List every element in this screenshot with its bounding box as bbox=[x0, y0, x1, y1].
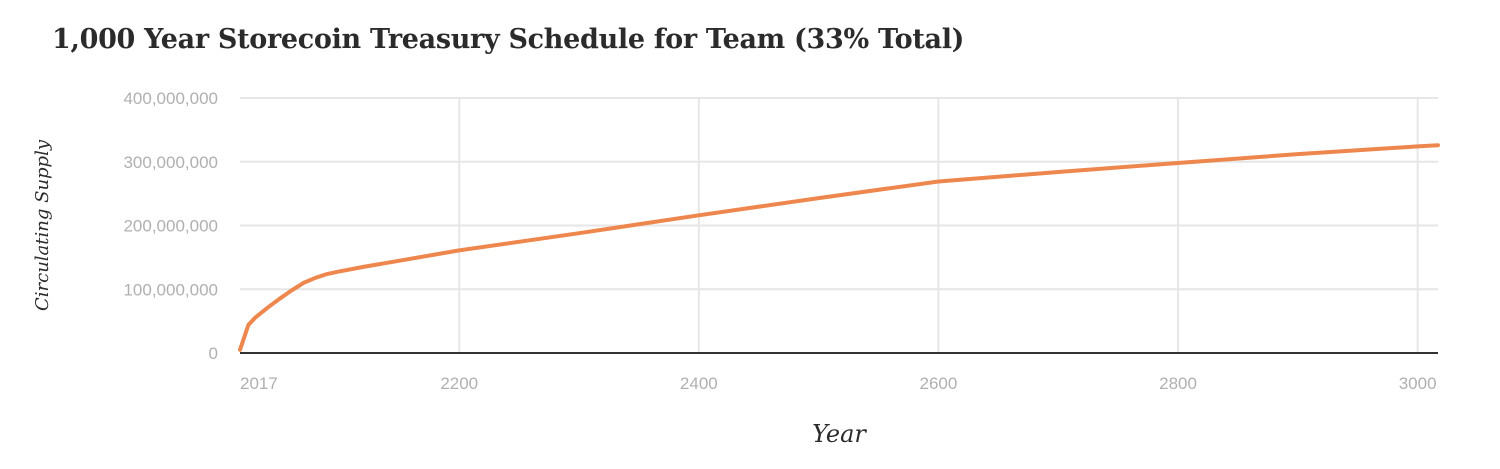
y-axis-title: Circulating Supply bbox=[32, 139, 53, 311]
x-tick-label: 2017 bbox=[240, 374, 278, 393]
x-axis-title: Year bbox=[812, 420, 867, 448]
y-tick-label: 0 bbox=[209, 344, 218, 363]
y-axis-ticks: 0 100,000,000 200,000,000 300,000,000 400,00… bbox=[123, 89, 218, 363]
grid bbox=[240, 97, 1438, 353]
y-tick-label: 300,000,000 bbox=[123, 153, 218, 172]
y-tick-label: 200,000,000 bbox=[123, 217, 218, 236]
series-line bbox=[238, 143, 1440, 352]
x-tick-label: 2600 bbox=[920, 374, 958, 393]
y-tick-label: 100,000,000 bbox=[123, 280, 218, 299]
x-tick-label: 2400 bbox=[680, 374, 718, 393]
series bbox=[238, 143, 1440, 352]
x-tick-label: 2200 bbox=[440, 374, 478, 393]
chart-title: 1,000 Year Storecoin Treasury Schedule f… bbox=[52, 24, 965, 55]
y-tick-label: 400,000,000 bbox=[123, 89, 218, 108]
x-tick-label: 3000 bbox=[1399, 374, 1437, 393]
x-axis-ticks: 2017 2200 2400 2600 2800 3000 bbox=[240, 374, 1437, 393]
x-tick-label: 2800 bbox=[1159, 374, 1197, 393]
